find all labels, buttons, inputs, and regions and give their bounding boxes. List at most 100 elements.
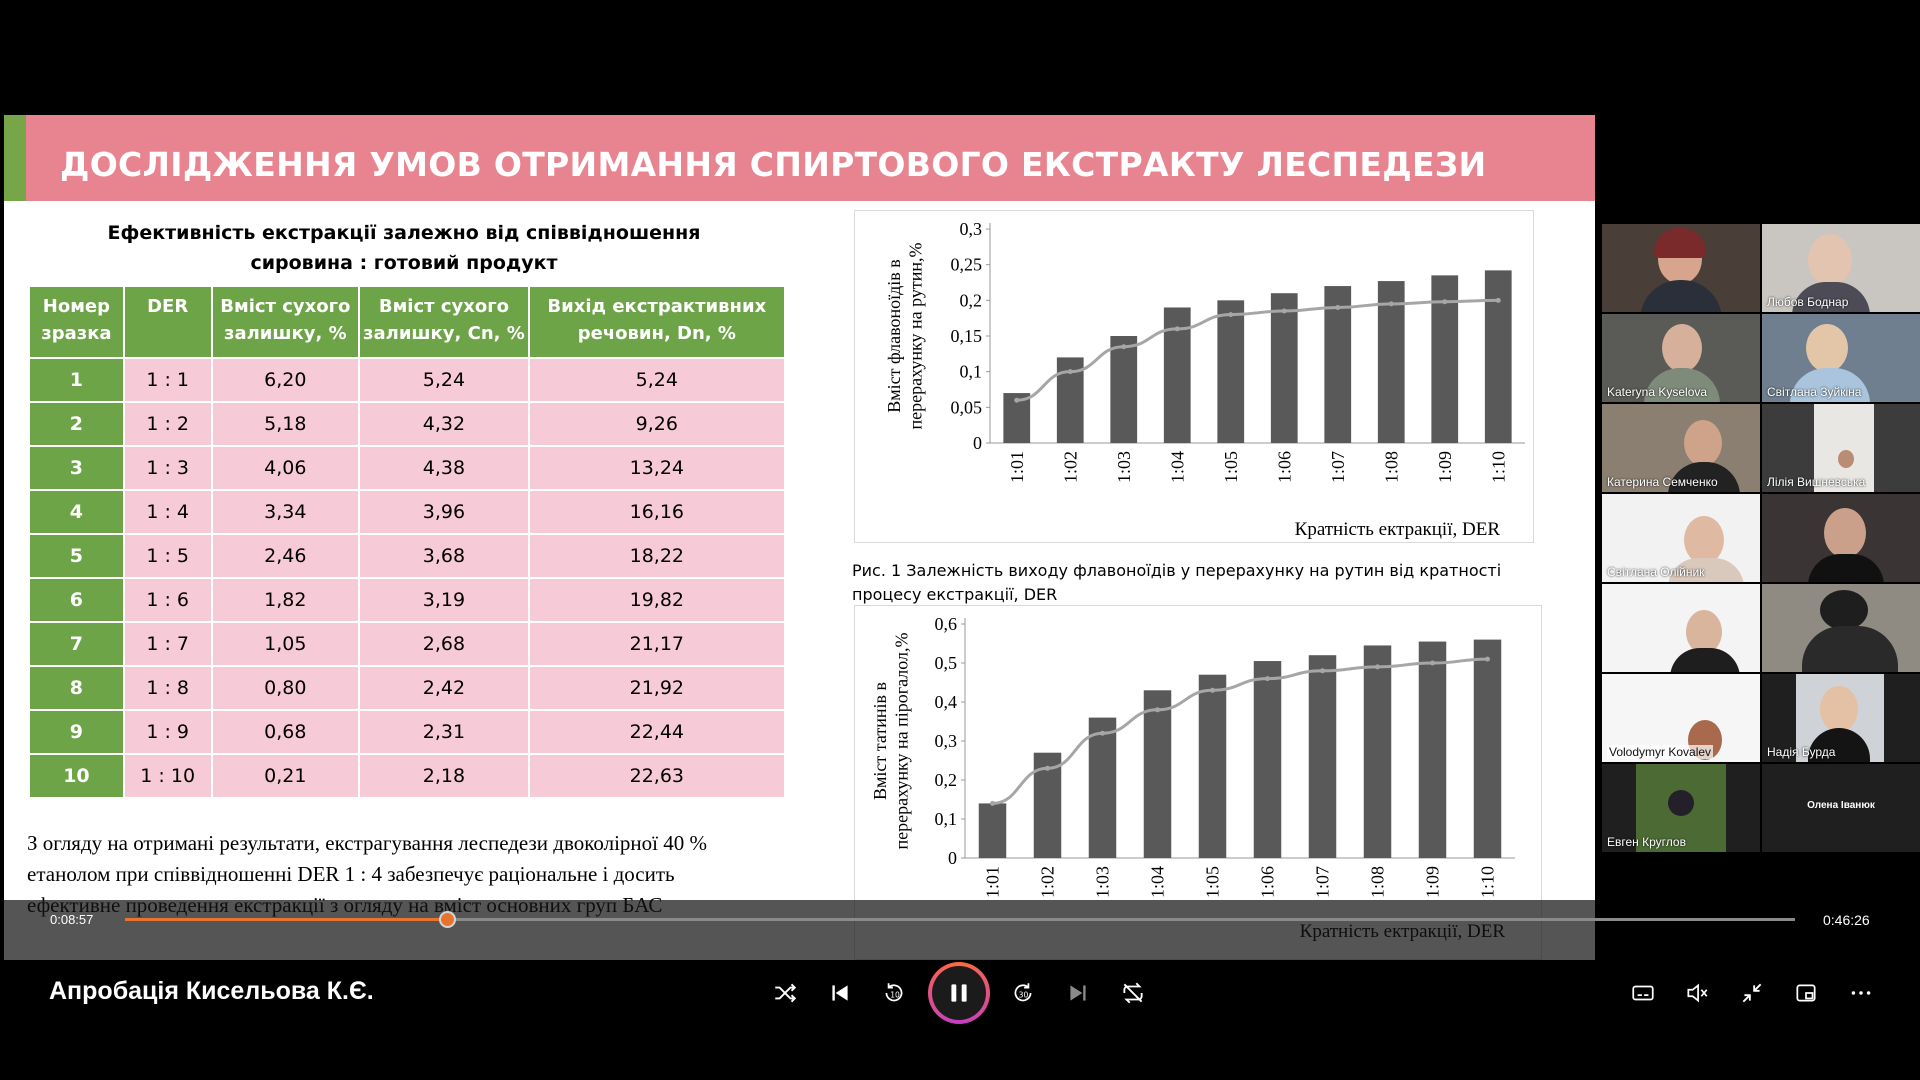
shuffle-icon xyxy=(775,983,797,1003)
participant-tile[interactable]: Світлана Олійник xyxy=(1602,494,1760,582)
participant-tile[interactable] xyxy=(1602,584,1760,672)
participant-tile[interactable]: Евген Круглов xyxy=(1602,764,1760,852)
participant-tile[interactable]: Любов Боднар xyxy=(1762,224,1920,312)
participant-name: Олена Іванюк xyxy=(1807,800,1875,811)
trend-point xyxy=(1045,765,1050,771)
more-options-button[interactable] xyxy=(1841,973,1881,1013)
sample-number-cell: 2 xyxy=(28,401,125,447)
slide-header: ДОСЛІДЖЕННЯ УМОВ ОТРИМАННЯ СПИРТОВОГО ЕК… xyxy=(4,115,1595,201)
table-cell: 19,82 xyxy=(527,577,787,623)
seek-thumb[interactable] xyxy=(439,911,456,928)
volume-muted-button[interactable] xyxy=(1677,973,1717,1013)
trend-line xyxy=(992,657,1488,805)
x-tick-label: 1:05 xyxy=(1221,451,1241,483)
svg-text:30: 30 xyxy=(1019,990,1029,999)
x-tick-label: 1:05 xyxy=(1203,866,1223,898)
table-cell: 1,05 xyxy=(210,621,361,667)
mini-player-button[interactable] xyxy=(1786,973,1826,1013)
next-button[interactable] xyxy=(1058,973,1098,1013)
pause-button-inner xyxy=(932,966,986,1020)
participant-tile[interactable] xyxy=(1762,584,1920,672)
table-cell: 4,32 xyxy=(358,401,530,447)
bar xyxy=(1308,655,1337,858)
x-tick-label: 1:03 xyxy=(1114,451,1134,483)
participant-name: Катерина Семченко xyxy=(1607,475,1718,489)
previous-button[interactable] xyxy=(820,973,860,1013)
table-cell: 21,17 xyxy=(527,621,787,667)
repeat-off-button[interactable] xyxy=(1113,973,1153,1013)
y-tick-label: 0,25 xyxy=(951,255,983,275)
x-tick-label: 1:08 xyxy=(1381,451,1401,483)
trend-point xyxy=(1265,676,1270,682)
conclusion-line: етанолом при співвідношенні DER 1 : 4 за… xyxy=(27,862,675,886)
table-cell: 9,26 xyxy=(527,401,787,447)
participant-tile[interactable]: Світлана Зуйкіна xyxy=(1762,314,1920,402)
trend-point xyxy=(1495,297,1501,303)
participant-tile[interactable]: Катерина Семченко xyxy=(1602,404,1760,492)
bar xyxy=(1110,336,1138,443)
forward-30-button[interactable]: 30 xyxy=(1003,973,1043,1013)
sample-number-cell: 8 xyxy=(28,665,125,711)
participant-face xyxy=(1662,324,1702,372)
trend-line xyxy=(1016,298,1499,402)
participant-tile[interactable]: Олена Іванюк xyxy=(1762,764,1920,852)
table-header-cell: Номер зразка xyxy=(28,285,125,359)
participant-tile[interactable]: Volodymyr Kovalev xyxy=(1602,674,1760,762)
subtitles-button[interactable] xyxy=(1623,973,1663,1013)
y-axis-label-line: перерахунку на пірогалол,% xyxy=(891,632,911,849)
y-tick-label: 0,05 xyxy=(951,397,983,417)
participant-body xyxy=(1640,280,1722,312)
pause-icon xyxy=(951,984,967,1002)
table-cell: 16,16 xyxy=(527,489,787,535)
pause-button[interactable] xyxy=(928,962,990,1024)
participant-tile[interactable] xyxy=(1762,494,1920,582)
y-tick-label: 0,6 xyxy=(935,614,958,634)
table-cell: 3,19 xyxy=(358,577,530,623)
table-cell: 3,96 xyxy=(358,489,530,535)
bar xyxy=(1253,661,1282,858)
bar xyxy=(1270,293,1298,443)
participant-tile[interactable] xyxy=(1602,224,1760,312)
table-row: 10 1 : 10 0,21 2,18 22,63 xyxy=(28,753,787,799)
bar xyxy=(1363,645,1392,858)
x-tick-label: 1:10 xyxy=(1478,866,1498,898)
participant-tile[interactable]: Kateryna Kyselova xyxy=(1602,314,1760,402)
shuffle-button[interactable] xyxy=(765,973,805,1013)
presentation-slide: ДОСЛІДЖЕННЯ УМОВ ОТРИМАННЯ СПИРТОВОГО ЕК… xyxy=(4,115,1595,960)
participant-tile[interactable]: Лілія Вишневська xyxy=(1762,404,1920,492)
trend-point xyxy=(1228,312,1234,318)
participant-name: Kateryna Kyselova xyxy=(1607,385,1708,399)
bar xyxy=(1324,286,1352,443)
compact-view-button[interactable] xyxy=(1732,973,1772,1013)
sample-number-cell: 7 xyxy=(28,621,125,667)
figure-1-caption: Рис. 1 Залежність виходу флавоноїдів у п… xyxy=(852,561,1502,604)
participant-face xyxy=(1824,508,1866,558)
trend-point xyxy=(1442,299,1448,305)
trend-point xyxy=(1174,326,1180,332)
table-cell: 1 : 1 xyxy=(122,357,213,403)
trend-point xyxy=(1155,707,1160,713)
subtitles-icon xyxy=(1632,985,1654,1001)
participant-tile[interactable]: Надія Бурда xyxy=(1762,674,1920,762)
rewind-10-button[interactable]: 10 xyxy=(874,973,914,1013)
participant-window-view xyxy=(1814,404,1874,492)
trend-point xyxy=(1067,369,1073,375)
y-tick-label: 0 xyxy=(948,848,957,868)
x-tick-label: 1:01 xyxy=(983,866,1003,898)
table-cell: 0,68 xyxy=(210,709,361,755)
x-tick-label: 1:01 xyxy=(1007,451,1027,483)
seek-bar[interactable] xyxy=(125,918,1795,921)
participant-body xyxy=(1808,554,1884,582)
y-axis-label-line: Вміст флавоноїдів в xyxy=(884,259,904,413)
trend-point xyxy=(1281,308,1287,314)
y-axis-label: Вміст флавоноїдів вперерахунку на рутин,… xyxy=(884,242,926,429)
participant-face xyxy=(1806,324,1848,372)
table-cell: 1 : 7 xyxy=(122,621,213,667)
y-tick-label: 0,4 xyxy=(935,692,958,712)
bar xyxy=(1473,639,1502,858)
x-tick-label: 1:09 xyxy=(1435,451,1455,483)
participant-face xyxy=(1838,450,1854,468)
